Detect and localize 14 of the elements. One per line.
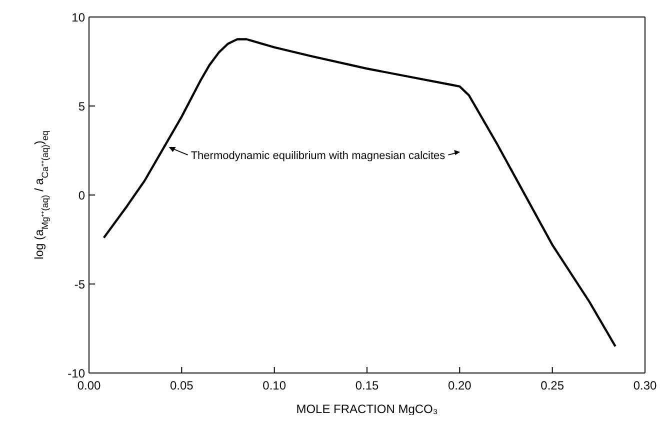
x-tick-label: 0.25 bbox=[540, 378, 564, 393]
y-tick-label: -10 bbox=[68, 366, 86, 380]
y-tick-label: 5 bbox=[78, 99, 86, 114]
x-tick-label: 0.15 bbox=[355, 378, 379, 393]
y-tick-label: 0 bbox=[78, 188, 86, 202]
line-series bbox=[102, 38, 616, 348]
y-tick-label: 10 bbox=[72, 10, 86, 24]
annotation: Thermodynamic equilibrium with magnesian calcites bbox=[190, 150, 446, 162]
x-tick-label: 0.00 bbox=[77, 378, 101, 393]
x-tick-label: 0.20 bbox=[448, 378, 472, 393]
x-tick-label: 0.05 bbox=[170, 378, 194, 393]
x-tick-label: 0.30 bbox=[633, 378, 657, 393]
y-tick-label: -5 bbox=[74, 277, 86, 292]
x-tick-label: 0.10 bbox=[262, 378, 286, 393]
